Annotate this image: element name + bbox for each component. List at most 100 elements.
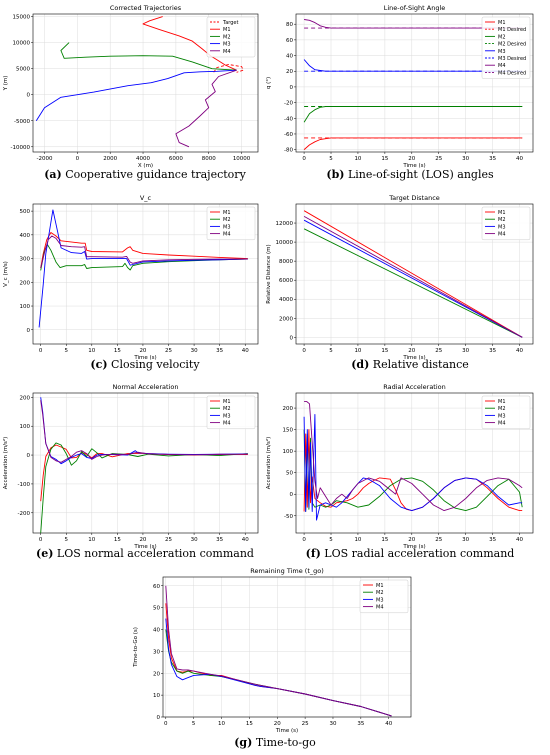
series-group	[303, 401, 523, 521]
y-tick-label: 10	[153, 693, 160, 699]
x-tick-label: 5	[329, 537, 333, 543]
legend-label: Target	[222, 20, 239, 26]
chart-5: Radial Acceleration 0 5 10 15 20 25 30 35 40 -50 0 5…	[265, 383, 534, 550]
y-axis-label: Y (m)	[3, 76, 9, 92]
series-line-target	[213, 64, 244, 73]
x-axis-label: X (m)	[138, 163, 153, 169]
y-tick-label: 0	[27, 328, 31, 334]
y-tick-label: -5000	[14, 119, 30, 125]
x-tick-label: 20	[139, 348, 146, 354]
x-tick-label: 30	[462, 348, 469, 354]
legend-label: M2 Desired	[498, 42, 526, 48]
x-tick-label: 20	[408, 156, 415, 162]
y-tick-label: 200	[20, 280, 31, 286]
x-tick-label: 0	[302, 348, 306, 354]
y-tick-label: 0	[290, 335, 294, 341]
legend-label: M1 Desired	[498, 27, 526, 33]
x-tick-label: 15	[381, 156, 388, 162]
y-axis-label: Acceleration (m/s²)	[265, 437, 272, 490]
x-tick-label: 40	[242, 537, 249, 543]
series-line-m2	[40, 243, 248, 271]
x-tick-label: 10	[354, 537, 361, 543]
x-tick-label: 10	[218, 721, 225, 727]
x-tick-label: 10	[88, 348, 95, 354]
x-tick-label: 2000	[103, 156, 117, 162]
x-tick-label: 0	[76, 156, 80, 162]
x-tick-label: -2000	[37, 156, 53, 162]
series-line-m1	[303, 210, 523, 338]
x-tick-label: 0	[302, 156, 306, 162]
y-axis-label: Time-to-Go (s)	[133, 627, 139, 668]
x-tick-label: 4000	[136, 156, 150, 162]
y-tick-label: 50	[153, 606, 160, 612]
y-tick-label: -20	[284, 101, 293, 107]
legend-label: M4	[498, 232, 506, 238]
series-line-m3	[303, 414, 523, 521]
y-tick-label: 5000	[16, 67, 30, 73]
series-line-m1	[165, 603, 392, 717]
x-tick-label: 5	[64, 537, 68, 543]
x-tick-label: 0	[39, 537, 43, 543]
y-tick-label: 100	[20, 304, 31, 310]
series-line-m3	[165, 618, 392, 717]
legend-label: M1	[498, 210, 506, 216]
caption-f: (f) LOS radial acceleration command	[305, 547, 515, 560]
plot-frame	[32, 392, 259, 534]
x-tick-label: 25	[435, 348, 442, 354]
x-tick-label: 5	[329, 156, 333, 162]
chart-title: V_c	[140, 194, 152, 202]
legend-box	[481, 16, 531, 79]
plot-frame	[162, 576, 412, 718]
x-tick-label: 5	[64, 348, 68, 354]
chart-6: Remaining Time (t_go) 0 5 10 15 20 25 30 35 40 0 10…	[133, 567, 412, 734]
chart-title: Corrected Trajectories	[110, 4, 182, 12]
x-tick-label: 10	[354, 348, 361, 354]
x-tick-label: 15	[246, 721, 253, 727]
y-tick-label: 0	[27, 453, 31, 459]
y-tick-label: 10000	[13, 41, 31, 47]
x-tick-label: 25	[302, 721, 309, 727]
series-line-m4	[304, 401, 523, 512]
chart-title: Radial Acceleration	[383, 383, 446, 391]
legend-box	[206, 16, 256, 58]
x-tick-label: 25	[165, 537, 172, 543]
x-tick-label: 30	[329, 721, 336, 727]
x-tick-label: 15	[114, 348, 121, 354]
x-axis-label: Time (s)	[402, 544, 425, 550]
series-group	[38, 209, 248, 328]
y-axis-label: Relative Distance (m)	[266, 244, 272, 303]
legend-label: M4	[223, 49, 231, 55]
y-tick-label: -50	[284, 514, 293, 520]
chart-title: Remaining Time (t_go)	[250, 567, 324, 575]
x-tick-label: 30	[191, 348, 198, 354]
x-tick-label: 20	[408, 348, 415, 354]
x-tick-label: 5	[192, 721, 196, 727]
series-line-m2	[40, 442, 248, 533]
x-tick-label: 0	[302, 537, 306, 543]
legend-label: M3	[223, 224, 231, 230]
legend-label: M2	[498, 406, 506, 412]
y-tick-label: 15000	[13, 15, 31, 21]
plot-frame	[295, 203, 534, 345]
x-tick-label: 35	[489, 156, 496, 162]
legend-box	[206, 206, 256, 241]
series-line-m3	[303, 59, 523, 72]
y-tick-label: -100	[18, 482, 31, 488]
y-tick-label: 40	[286, 54, 293, 60]
y-tick-label: 100	[283, 449, 294, 455]
series-line-m2	[303, 429, 523, 512]
legend-label: M3 Desired	[498, 56, 526, 62]
x-tick-label: 0	[164, 721, 168, 727]
y-tick-label: -10000	[11, 145, 31, 151]
y-tick-label: 200	[283, 406, 294, 412]
x-tick-label: 30	[191, 537, 198, 543]
y-axis-label: V_c (m/s)	[3, 261, 9, 287]
series-line-m4	[304, 19, 523, 29]
plot-frame	[32, 203, 259, 345]
x-tick-label: 10	[354, 156, 361, 162]
plot-frame	[32, 13, 259, 153]
legend-label: M2	[498, 34, 506, 40]
x-tick-label: 40	[516, 156, 523, 162]
caption-g: (g) Time-to-go	[234, 736, 316, 749]
y-tick-label: 10000	[276, 240, 294, 246]
